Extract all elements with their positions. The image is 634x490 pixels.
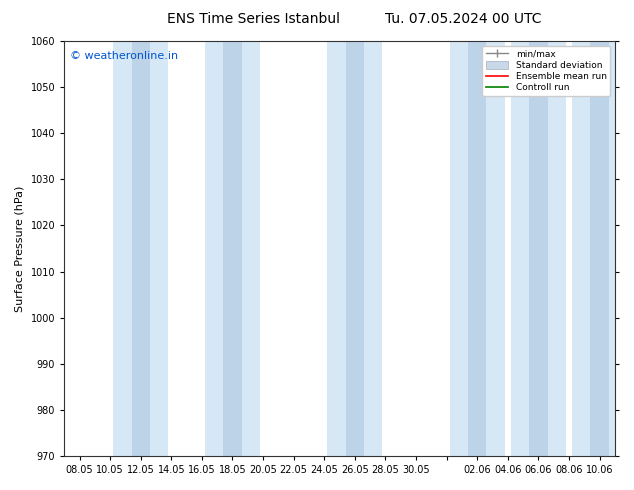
Text: © weatheronline.in: © weatheronline.in	[70, 51, 178, 61]
Bar	[131, 41, 150, 456]
Legend: min/max, Standard deviation, Ensemble mean run, Controll run: min/max, Standard deviation, Ensemble me…	[482, 46, 611, 96]
Bar	[205, 41, 260, 456]
Bar	[572, 41, 627, 456]
Bar	[113, 41, 168, 456]
Text: ENS Time Series Istanbul: ENS Time Series Istanbul	[167, 12, 340, 26]
Y-axis label: Surface Pressure (hPa): Surface Pressure (hPa)	[15, 185, 25, 312]
Bar	[511, 41, 566, 456]
Bar	[590, 41, 609, 456]
Bar	[468, 41, 486, 456]
Bar	[529, 41, 548, 456]
Bar	[450, 41, 505, 456]
Bar	[223, 41, 242, 456]
Bar	[327, 41, 382, 456]
Bar	[346, 41, 364, 456]
Text: Tu. 07.05.2024 00 UTC: Tu. 07.05.2024 00 UTC	[385, 12, 541, 26]
